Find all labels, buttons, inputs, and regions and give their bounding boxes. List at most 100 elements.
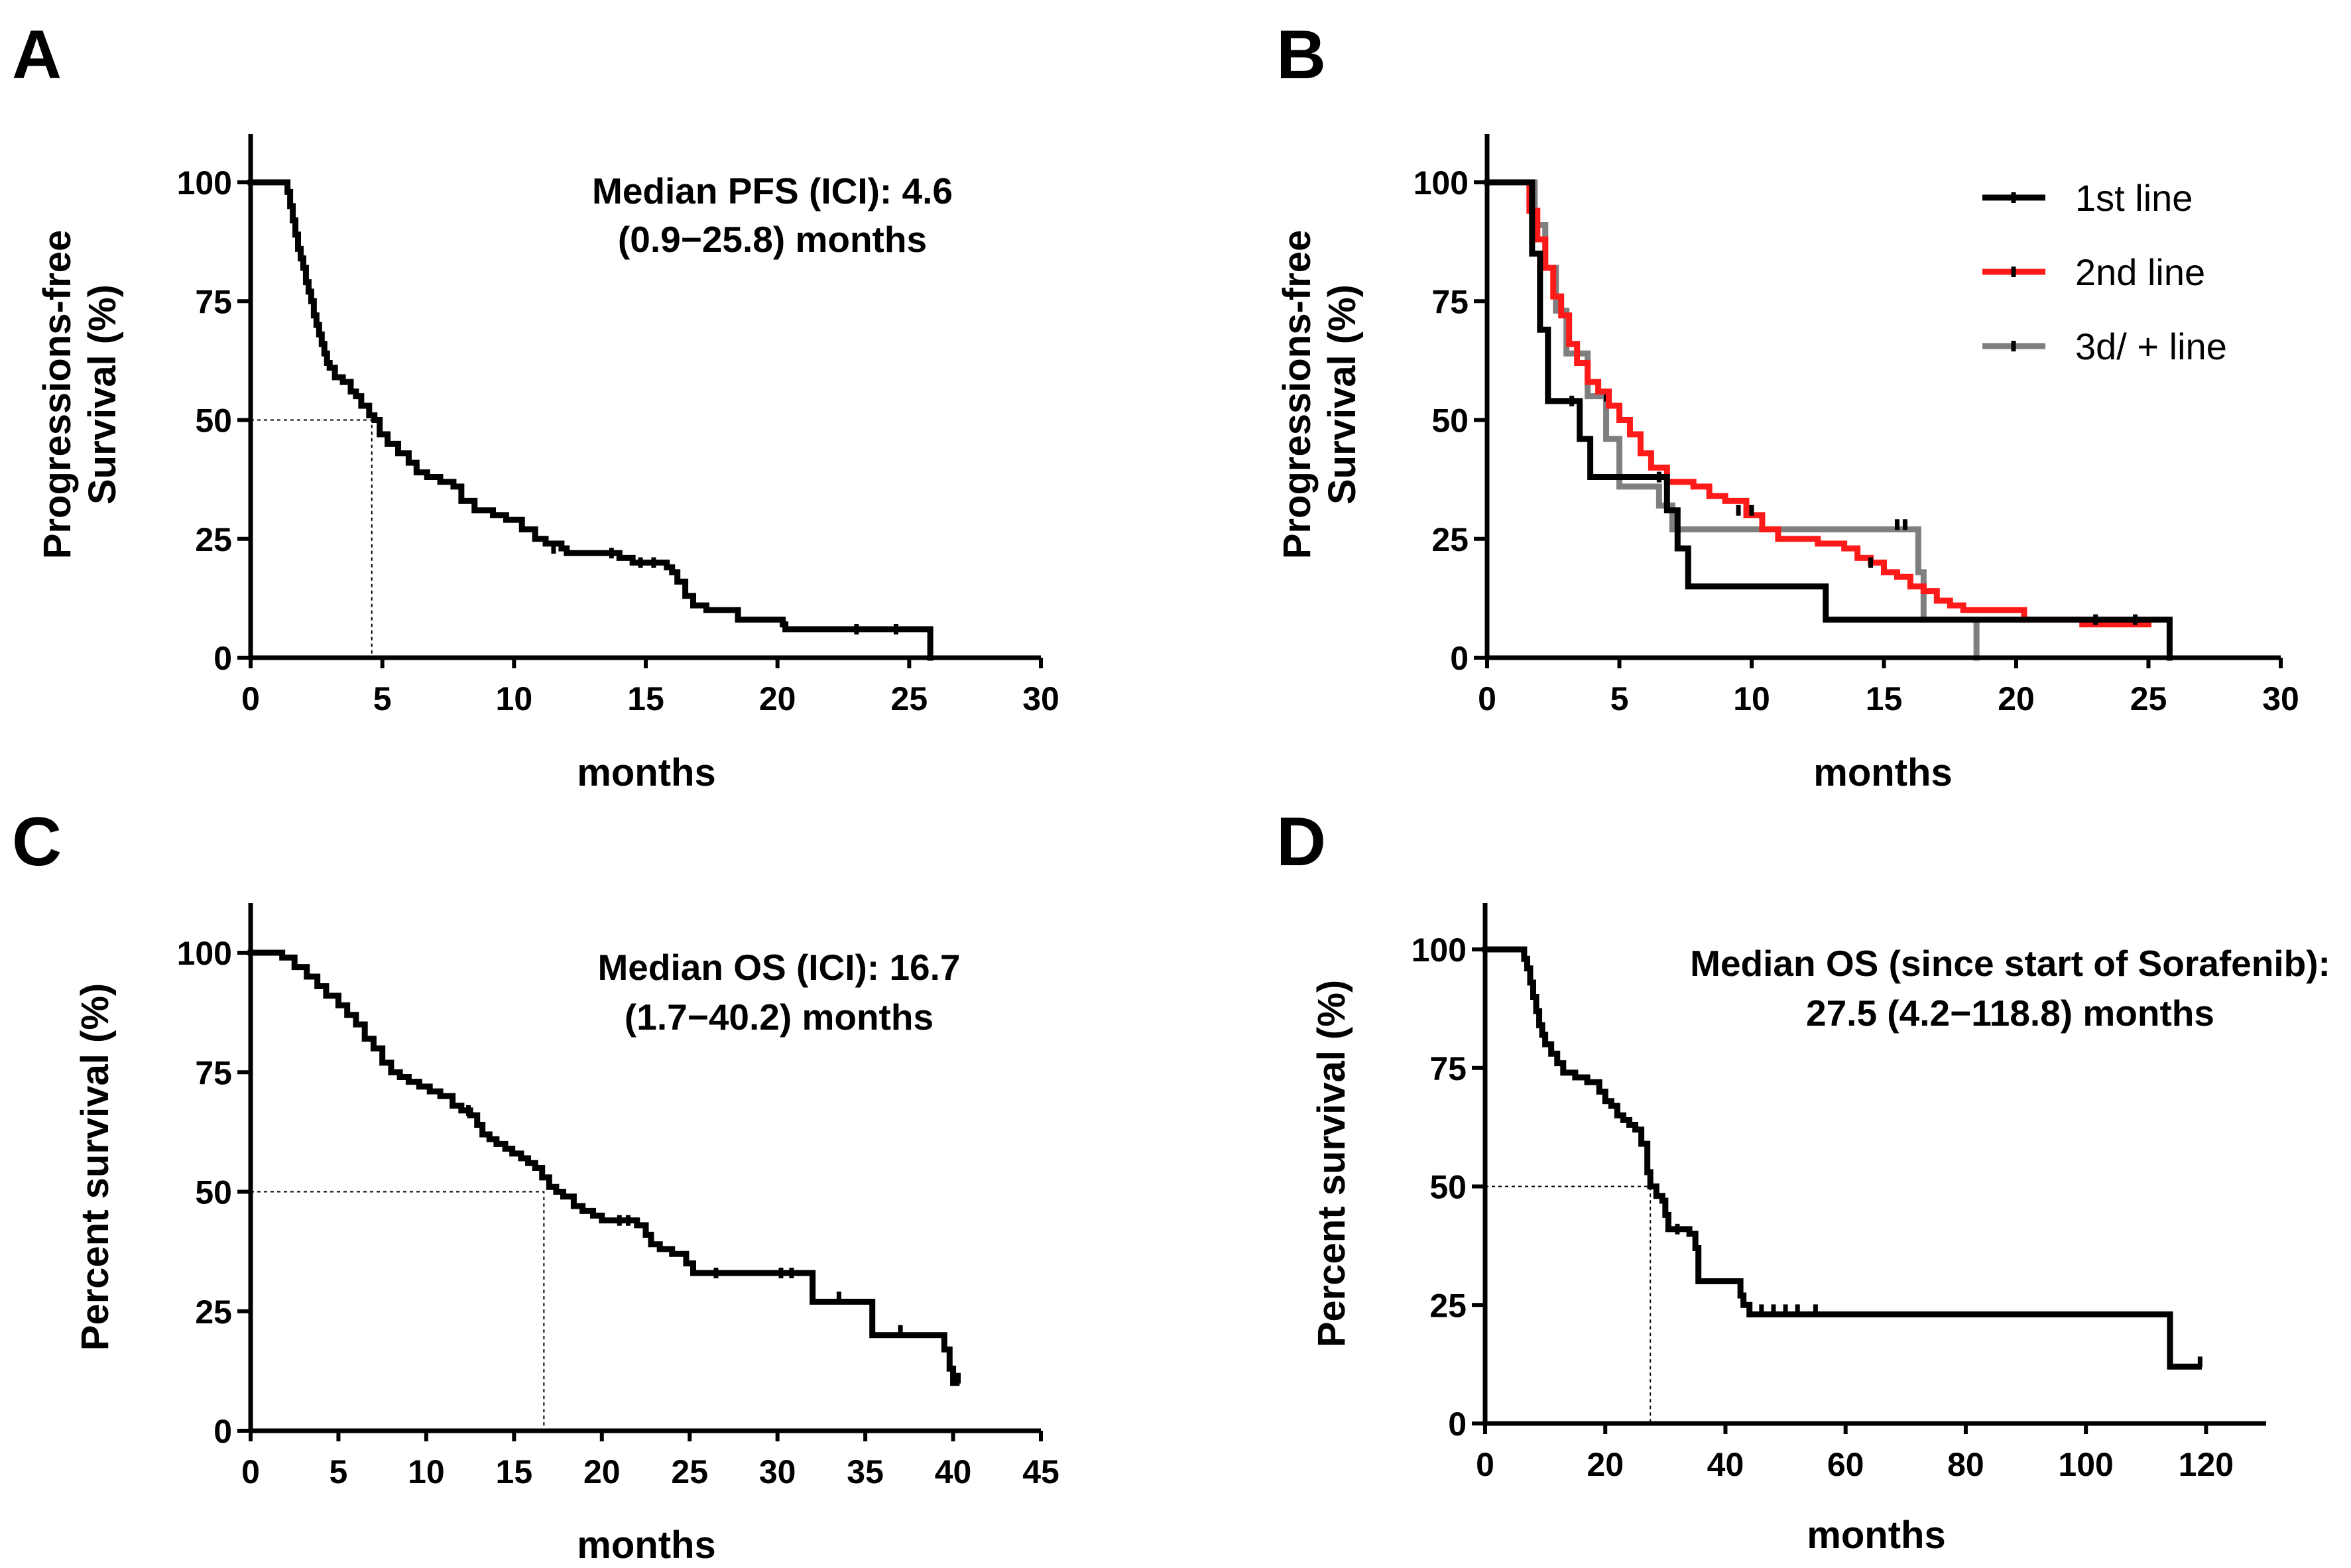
panel-d-x-tick-label-60: 60 [1827, 1446, 1864, 1483]
panel-a-y-ticks: 0 25 50 75 100 [177, 164, 251, 677]
panel-b-y-tick-label-100: 100 [1414, 164, 1469, 202]
panel-d-x-tick-label-40: 40 [1707, 1446, 1744, 1483]
panel-c-x-tick-label-45: 45 [1022, 1453, 1059, 1490]
panel-c-x-tick-label-20: 20 [583, 1453, 621, 1490]
panel-a-x-tick-label-25: 25 [891, 680, 928, 717]
panel-a-marks [247, 179, 934, 661]
panel-d-plot: 0 20 40 60 80 100 120 0 25 50 75 100 [1412, 903, 2266, 1483]
panel-label-a: A [12, 17, 62, 93]
panel-c-x-tick-label-5: 5 [330, 1453, 348, 1490]
panel-a-y-tick-label-100: 100 [177, 164, 232, 202]
panel-d-y-ticks: 0 25 50 75 100 [1412, 932, 1485, 1443]
legend-item-2nd-line: 2nd line [1982, 251, 2205, 293]
panel-b-x-tick-label-30: 30 [2262, 680, 2299, 717]
panel-c-x-tick-label-35: 35 [847, 1453, 884, 1490]
panel-a-median-guide [251, 419, 373, 658]
panel-a-y-axis-title-line2: Survival (%) [81, 284, 124, 505]
panel-d-x-tick-label-80: 80 [1947, 1446, 1984, 1483]
panel-b-y-tick-label-0: 0 [1450, 640, 1469, 677]
panel-c-y-tick-label-100: 100 [177, 935, 232, 972]
panel-a-km-curve-ici [247, 179, 934, 661]
panel-d-y-tick-label-50: 50 [1429, 1169, 1467, 1206]
panel-a-x-tick-label-15: 15 [627, 680, 664, 717]
panel-a-x-tick-label-10: 10 [496, 680, 533, 717]
panel-a-y-tick-label-75: 75 [195, 283, 232, 320]
panel-c-x-tick-label-10: 10 [408, 1453, 445, 1490]
panel-b-y-tick-label-50: 50 [1431, 402, 1469, 440]
panel-c-x-tick-label-30: 30 [759, 1453, 796, 1490]
panel-a-x-tick-label-0: 0 [241, 680, 260, 717]
panel-c-x-tick-label-40: 40 [935, 1453, 972, 1490]
legend-label-2nd-line: 2nd line [2075, 251, 2205, 293]
panel-d-y-tick-label-0: 0 [1448, 1406, 1467, 1443]
legend-item-3d-line: 3d/ + line [1982, 326, 2227, 367]
panel-d-y-axis-title: Percent survival (%) [1310, 980, 1353, 1347]
panel-b-x-tick-label-20: 20 [1998, 680, 2035, 717]
panel-c-y-tick-label-50: 50 [195, 1174, 232, 1211]
panel-c-median-annotation-line2: (1.7−40.2) months [625, 996, 934, 1038]
panel-d-y-tick-label-100: 100 [1412, 932, 1467, 969]
panel-c-x-ticks: 0 5 10 15 20 25 30 35 40 45 [241, 1431, 1059, 1490]
panel-c-plot: 0 5 10 15 20 25 30 35 40 45 0 25 50 75 100 [177, 903, 1059, 1490]
panel-d-marks [1482, 946, 2202, 1423]
panel-a-median-annotation-line1: Median PFS (ICI): 4.6 [592, 170, 953, 211]
legend-item-1st-line: 1st line [1982, 177, 2193, 219]
panel-b-y-axis-title-line2: Survival (%) [1321, 284, 1364, 505]
panel-b-x-ticks: 0 5 10 15 20 25 30 [1478, 658, 2299, 717]
panel-b-x-tick-label-15: 15 [1866, 680, 1903, 717]
panel-d-x-tick-label-20: 20 [1587, 1446, 1624, 1483]
panel-a-y-tick-label-25: 25 [195, 521, 232, 558]
panel-a-x-ticks: 0 5 10 15 20 25 30 [241, 658, 1059, 717]
panel-d-x-tick-label-0: 0 [1476, 1446, 1494, 1483]
panel-c-y-tick-label-25: 25 [195, 1294, 232, 1331]
panel-a-y-tick-label-50: 50 [195, 402, 232, 440]
panel-a-x-tick-label-5: 5 [373, 680, 392, 717]
panel-d-x-tick-label-100: 100 [2058, 1446, 2113, 1483]
panel-c-median-guide [251, 1191, 545, 1431]
panel-c-y-tick-label-75: 75 [195, 1054, 232, 1091]
panel-b-legend: 1st line 2nd line 3d/ + line [1982, 177, 2227, 367]
panel-d-median-annotation-line1: Median OS (since start of Sorafenib): [1690, 943, 2330, 984]
panel-b-marks [1484, 179, 2173, 661]
panel-c-y-axis-title: Percent survival (%) [74, 983, 117, 1351]
panel-b-x-tick-label-0: 0 [1478, 680, 1496, 717]
panel-c-x-tick-label-25: 25 [671, 1453, 708, 1490]
panel-a-y-axis-title-line1: Progressions-free [36, 230, 79, 559]
panel-b-x-axis-title: months [1813, 751, 1952, 794]
panel-c-y-tick-label-0: 0 [213, 1413, 232, 1450]
panel-c-y-ticks: 0 25 50 75 100 [177, 935, 251, 1450]
panel-a: A 0 5 10 15 20 25 30 0 25 50 75 100 months Progres… [12, 17, 1059, 794]
panel-c-km-curve-ici [247, 949, 960, 1386]
panel-a-x-axis-title: months [577, 751, 715, 794]
panel-label-d: D [1276, 804, 1326, 880]
panel-d: D 0 20 40 60 80 100 120 0 25 50 75 100 months Perc… [1276, 804, 2330, 1557]
panel-b-x-tick-label-10: 10 [1733, 680, 1770, 717]
panel-d-median-guide [1485, 1185, 1652, 1423]
panel-a-y-tick-label-0: 0 [213, 640, 232, 677]
legend-label-3d-line: 3d/ + line [2075, 326, 2227, 367]
panel-a-median-annotation-line2: (0.9−25.8) months [618, 219, 927, 260]
panel-b-y-tick-label-25: 25 [1431, 521, 1469, 558]
panel-a-x-tick-label-30: 30 [1022, 680, 1059, 717]
panel-label-c: C [12, 804, 62, 880]
panel-d-x-axis-title: months [1807, 1514, 1945, 1557]
panel-b-plot: 0 5 10 15 20 25 30 0 25 50 75 100 [1414, 134, 2299, 717]
panel-b-x-tick-label-25: 25 [2130, 680, 2167, 717]
panel-b-y-tick-label-75: 75 [1431, 283, 1469, 320]
panel-d-median-annotation-line2: 27.5 (4.2−118.8) months [1806, 993, 2214, 1034]
panel-c: C 0 5 10 15 20 25 30 35 40 45 0 25 50 75 100 months P… [12, 804, 1059, 1567]
panel-a-x-tick-label-20: 20 [759, 680, 796, 717]
panel-d-x-tick-label-120: 120 [2179, 1446, 2234, 1483]
panel-c-marks [247, 949, 961, 1431]
panel-c-x-tick-label-0: 0 [241, 1453, 260, 1490]
panel-d-y-tick-label-75: 75 [1429, 1050, 1467, 1087]
panel-c-median-annotation-line1: Median OS (ICI): 16.7 [597, 947, 960, 988]
panel-b-km-curve-2nd-line [1484, 179, 2151, 628]
panel-b-y-axis-title-line1: Progressions-free [1276, 230, 1319, 559]
panel-c-x-tick-label-15: 15 [496, 1453, 533, 1490]
panel-d-km-curve-sorafenib [1482, 946, 2202, 1370]
panel-label-b: B [1276, 17, 1326, 93]
panel-b-x-tick-label-5: 5 [1610, 680, 1629, 717]
panel-b-y-ticks: 0 25 50 75 100 [1414, 164, 1487, 677]
